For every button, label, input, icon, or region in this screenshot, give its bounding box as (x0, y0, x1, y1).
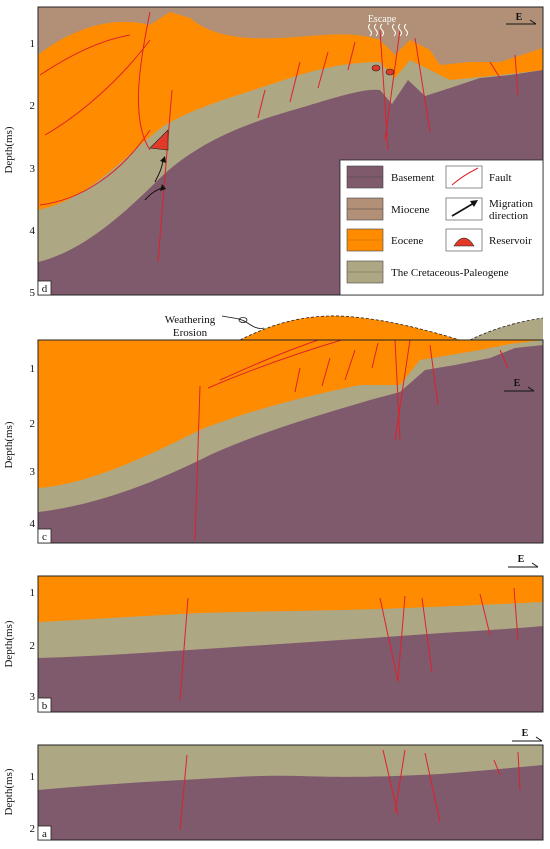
ticks-b: 1 2 3 (30, 587, 36, 703)
legend-migration-1: Migration (489, 198, 533, 210)
panel-a: E 1 2 Depth(ms) a (3, 728, 544, 841)
legend-basement: Basement (391, 172, 434, 184)
east-arrow-d: E (506, 12, 537, 25)
tick-c-3: 3 (30, 466, 36, 478)
weathering-label: Weathering (165, 314, 216, 326)
ylabel-a: Depth(ms) (3, 768, 15, 815)
panel-c: Weathering Erosion E 1 2 3 4 Depth(ms) c (3, 314, 544, 544)
east-arrow-b: E (508, 554, 539, 568)
erosion-label: Erosion (173, 327, 208, 339)
faults-a (179, 749, 521, 831)
legend-miocene: Miocene (391, 204, 430, 216)
basement-layer-b (38, 626, 543, 712)
legend-swatch-fault (445, 165, 483, 189)
legend-migration-2: direction (489, 210, 529, 222)
reservoir-d-small (371, 64, 381, 72)
erosion-line-cretaceous (469, 317, 544, 341)
panel-b: E 1 2 3 Depth(ms) b (3, 554, 544, 713)
panel-a-label-box (37, 825, 52, 841)
ylabel-b: Depth(ms) (3, 620, 15, 667)
faults-c (194, 340, 509, 541)
ylabel-d: Depth(ms) (3, 126, 15, 173)
tick-b-1: 1 (30, 587, 36, 599)
tick-b-2: 2 (30, 640, 36, 652)
migration-arrowheads-d (160, 156, 166, 191)
escape-label: Escape (368, 14, 397, 25)
east-arrow-a: E (512, 728, 543, 742)
basement-layer-c (38, 345, 543, 543)
panel-b-label-box (37, 697, 52, 713)
east-label-d: E (516, 12, 523, 23)
panel-b-frame (37, 575, 544, 713)
ylabel-c: Depth(ms) (3, 421, 15, 468)
reservoir-d (149, 129, 169, 151)
tick-d-4: 4 (30, 225, 36, 237)
tick-a-2: 2 (30, 823, 36, 835)
east-arrow-c: E (504, 378, 535, 392)
tick-a-1: 1 (30, 771, 36, 783)
faults-d (39, 11, 519, 263)
ticks-a: 1 2 (30, 771, 36, 835)
tick-d-2: 2 (30, 100, 36, 112)
ticks-c: 1 2 3 4 (30, 363, 36, 530)
legend-cretaceous-paleogene: The Cretaceous-Paleogene (391, 267, 509, 279)
reservoir-d-small-2 (385, 68, 395, 76)
panel-d: Escape E 1 2 3 4 5 Depth(ms) d Basement … (3, 6, 544, 299)
tick-d-5: 5 (30, 287, 36, 299)
panel-d-label-box (37, 280, 52, 296)
tick-c-4: 4 (30, 518, 36, 530)
eroded-cretaceous (470, 318, 543, 340)
erosion-line-eocene (239, 315, 461, 341)
panel-a-label: a (42, 828, 47, 840)
legend-fault: Fault (489, 172, 512, 184)
panel-d-label: d (42, 283, 48, 295)
annotation-leader (221, 315, 265, 329)
faults-b (179, 587, 519, 701)
tick-c-2: 2 (30, 418, 36, 430)
tick-b-3: 3 (30, 691, 36, 703)
panel-c-frame (37, 339, 544, 544)
legend-eocene: Eocene (391, 235, 423, 247)
legend-reservoir: Reservoir (489, 235, 532, 247)
panel-b-label: b (42, 700, 48, 712)
east-label-b: E (518, 554, 525, 565)
panel-c-label: c (42, 531, 47, 543)
panel-d-frame (37, 6, 544, 296)
tick-c-1: 1 (30, 363, 36, 375)
tick-d-1: 1 (30, 38, 36, 50)
panel-c-label-box (37, 528, 52, 544)
escape-wiggles (368, 23, 408, 37)
east-label-c: E (514, 378, 521, 389)
legend: Basement Fault Miocene Migration directi… (339, 159, 544, 296)
basement-layer-a (38, 765, 543, 840)
tick-d-3: 3 (30, 163, 36, 175)
ticks-d: 1 2 3 4 5 (30, 38, 36, 299)
east-label-a: E (522, 728, 529, 739)
eroded-eocene (240, 315, 460, 340)
panel-a-frame (37, 744, 544, 841)
